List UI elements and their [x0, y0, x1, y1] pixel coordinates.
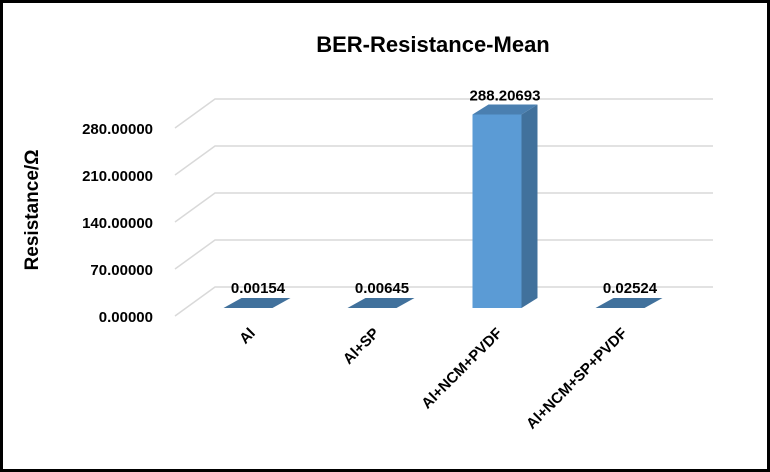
bar-flat: [223, 298, 291, 308]
y-tick-label: 0.00000: [99, 309, 153, 326]
data-label: 288.20693: [470, 87, 541, 104]
bar-1: [347, 298, 415, 308]
bar-flat: [347, 298, 415, 308]
gridline: [174, 98, 713, 129]
y-tick-label: 280.00000: [82, 121, 153, 138]
bar-top: [472, 104, 538, 115]
data-label: 0.00645: [355, 280, 409, 297]
bar-0: [223, 298, 291, 308]
bar-3: [595, 298, 663, 308]
gridline: [174, 145, 713, 176]
bar-2: [472, 104, 538, 309]
y-tick-label: 140.00000: [82, 215, 153, 232]
gridline: [174, 239, 713, 270]
y-axis-label: Resistance/Ω: [22, 150, 43, 271]
data-label: 0.00154: [231, 280, 286, 297]
bar-flat: [595, 298, 663, 308]
y-tick-label: 70.00000: [90, 262, 153, 279]
data-label: 0.02524: [603, 280, 658, 297]
y-tick-label: 210.00000: [82, 168, 153, 185]
chart-title: BER-Resistance-Mean: [316, 32, 550, 57]
bar-side: [521, 104, 538, 309]
gridline: [174, 192, 713, 223]
gridline: [174, 286, 713, 317]
bar-front: [472, 114, 522, 309]
